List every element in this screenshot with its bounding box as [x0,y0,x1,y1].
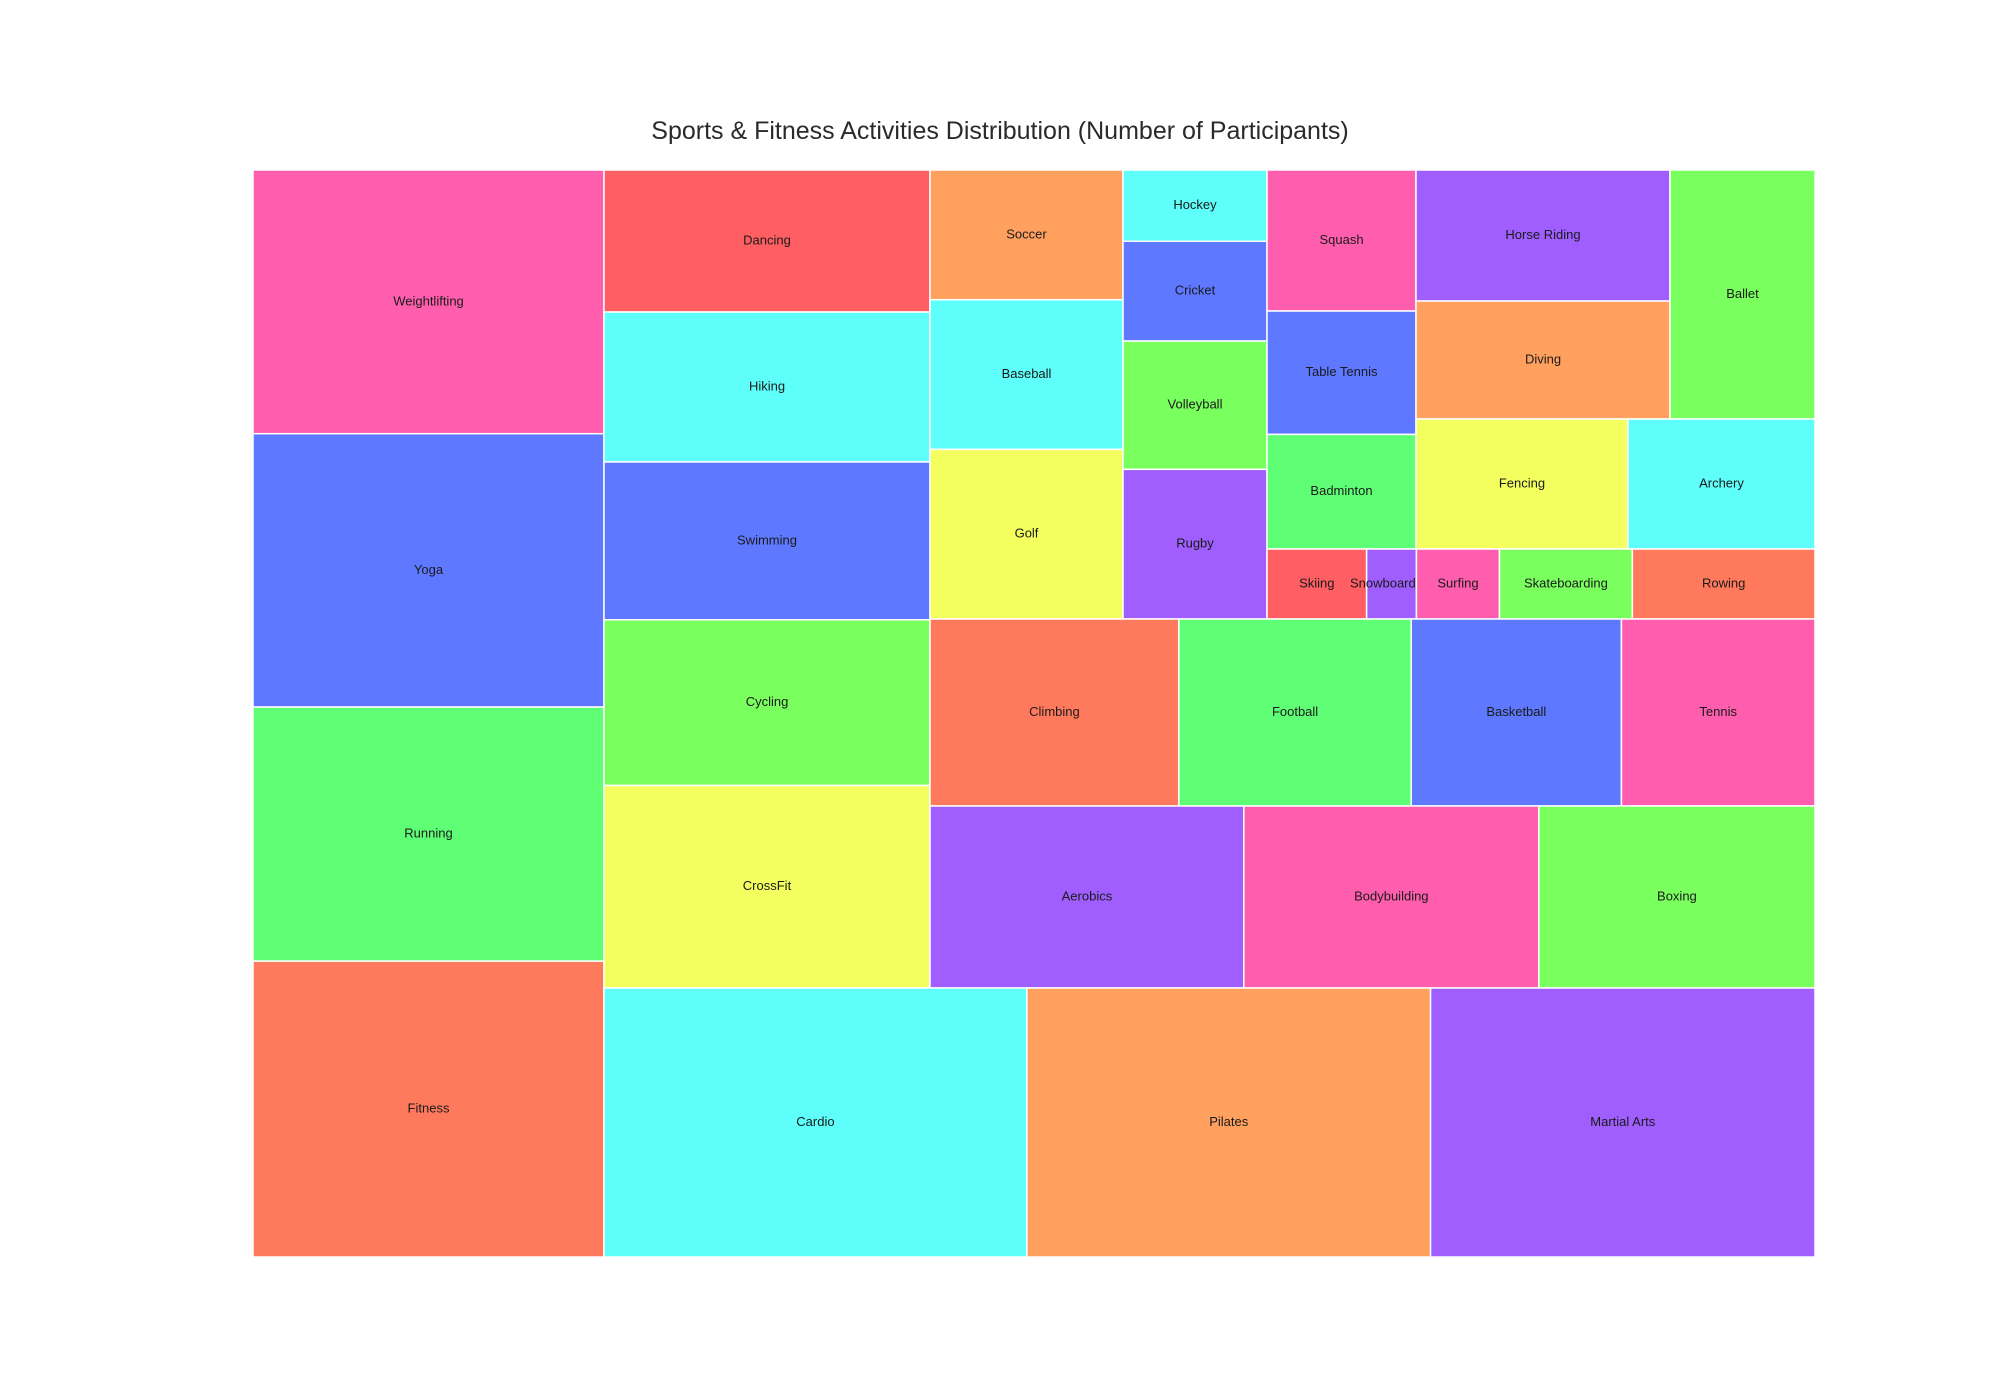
tile-label-diving: Diving [1525,351,1561,366]
tile-running[interactable] [252,706,605,962]
tile-label-cycling: Cycling [746,694,789,709]
tile-label-badminton: Badminton [1310,483,1372,498]
tile-rugby[interactable] [1122,468,1268,620]
tile-volleyball[interactable] [1122,340,1268,471]
tile-label-swimming: Swimming [737,532,797,547]
tile-label-climbing: Climbing [1029,704,1080,719]
tile-label-running: Running [404,826,452,841]
chart-title: Sports & Fitness Activities Distribution… [651,117,1349,145]
tile-label-rowing: Rowing [1702,575,1745,590]
tile-skiing[interactable] [1266,548,1368,620]
tile-boxing[interactable] [1538,805,1816,989]
tile-label-crossfit: CrossFit [743,878,792,893]
tile-label-pilates: Pilates [1209,1114,1249,1129]
tile-label-hockey: Hockey [1173,197,1217,212]
tile-horse-riding[interactable] [1415,169,1671,302]
tile-cricket[interactable] [1122,240,1268,342]
tile-label-skateboarding: Skateboarding [1524,575,1608,590]
tile-surfing[interactable] [1415,548,1501,620]
tile-skateboarding[interactable] [1498,548,1634,620]
tile-weightlifting[interactable] [252,169,605,435]
tile-aerobics[interactable] [929,805,1245,989]
tile-label-soccer: Soccer [1006,226,1047,241]
tile-label-cricket: Cricket [1175,283,1216,298]
tile-fencing[interactable] [1415,418,1629,550]
tile-squash[interactable] [1266,169,1417,312]
tile-label-fitness: Fitness [408,1101,450,1116]
tile-label-hiking: Hiking [749,378,785,393]
tile-cycling[interactable] [603,619,931,787]
tile-climbing[interactable] [929,618,1180,807]
tile-table-tennis[interactable] [1266,310,1417,436]
tile-archery[interactable] [1627,418,1816,550]
tile-basketball[interactable] [1410,618,1623,807]
tile-label-rugby: Rugby [1176,536,1214,551]
tile-label-basketball: Basketball [1486,704,1546,719]
tile-hockey[interactable] [1122,169,1268,243]
tile-label-fencing: Fencing [1499,475,1545,490]
tile-bodybuilding[interactable] [1243,805,1540,989]
tile-yoga[interactable] [252,432,605,708]
tile-label-ballet: Ballet [1726,286,1759,301]
tile-tennis[interactable] [1620,618,1816,807]
tile-label-table-tennis: Table Tennis [1305,364,1378,379]
tile-fitness[interactable] [252,960,605,1258]
tile-crossfit[interactable] [603,784,931,989]
tile-label-archery: Archery [1699,475,1744,490]
tile-pilates[interactable] [1026,987,1432,1258]
tile-label-football: Football [1272,704,1318,719]
tile-label-yoga: Yoga [414,562,444,577]
tile-badminton[interactable] [1266,433,1417,550]
tile-label-surfing: Surfing [1437,575,1478,590]
tile-label-skiing: Skiing [1299,575,1334,590]
tile-snowboarding[interactable] [1365,548,1418,620]
tile-rowing[interactable] [1631,548,1816,620]
tile-label-tennis: Tennis [1699,704,1737,719]
tile-golf[interactable] [929,448,1124,620]
tile-label-cardio: Cardio [796,1114,834,1129]
tile-football[interactable] [1178,618,1412,807]
tile-label-horse-riding: Horse Riding [1505,227,1580,242]
tile-label-volleyball: Volleyball [1168,397,1223,412]
tile-swimming[interactable] [603,461,931,621]
tile-label-boxing: Boxing [1657,888,1697,903]
tile-soccer[interactable] [929,169,1124,301]
tile-label-dancing: Dancing [743,232,791,247]
tile-label-weightlifting: Weightlifting [393,293,464,308]
tile-cardio[interactable] [603,987,1028,1258]
tile-ballet[interactable] [1669,169,1816,420]
tile-diving[interactable] [1415,300,1671,420]
tile-label-snowboarding: Snowboarding [1350,575,1433,590]
tile-label-martial-arts: Martial Arts [1590,1114,1656,1129]
tile-martial-arts[interactable] [1429,987,1816,1258]
tile-label-golf: Golf [1015,526,1039,541]
tile-label-aerobics: Aerobics [1062,888,1113,903]
tile-label-baseball: Baseball [1002,366,1052,381]
tile-label-squash: Squash [1319,232,1363,247]
tile-label-bodybuilding: Bodybuilding [1354,888,1428,903]
